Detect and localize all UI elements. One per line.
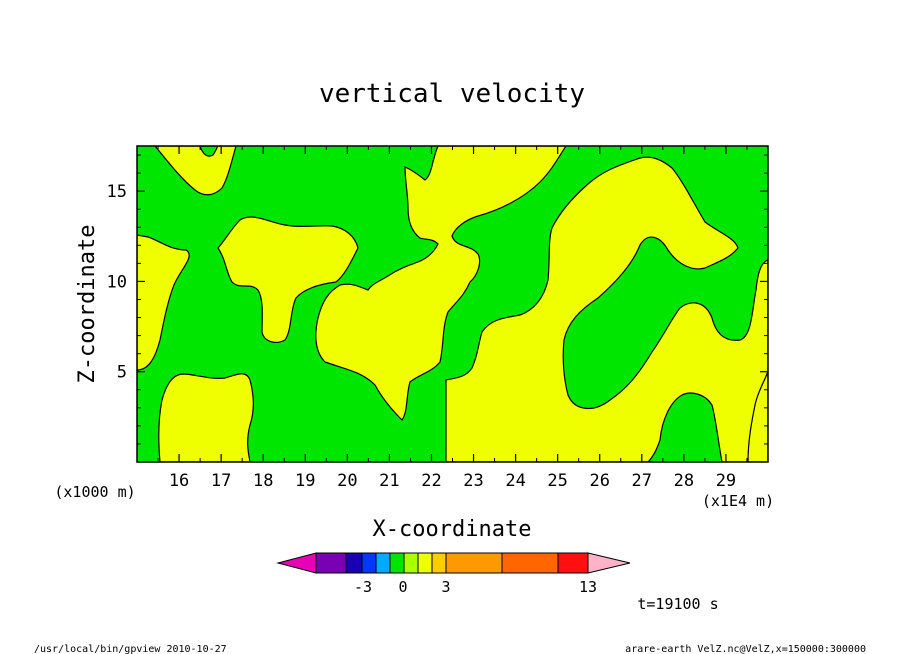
- plot-area: 16 17 18 19 20 21 22 23 24 25 26 27 28 29 5 10 15: [107, 145, 769, 491]
- x-tick-label-17: 17: [211, 471, 231, 491]
- colorbar-segment-3: [361, 552, 377, 574]
- colorbar-segment-6: [403, 552, 419, 574]
- chart-title: vertical velocity: [319, 79, 585, 109]
- axis-ticks: 16 17 18 19 20 21 22 23 24 25 26 27 28 29 5 10 15: [107, 146, 768, 491]
- x-tick-label-23: 23: [463, 471, 483, 491]
- x-tick-label-16: 16: [169, 471, 189, 491]
- colorbar: [276, 552, 631, 574]
- y-scale-note: (x1000 m): [54, 483, 135, 501]
- region-center: [315, 146, 567, 421]
- x-tick-label-21: 21: [379, 471, 399, 491]
- y-tick-label-15: 15: [107, 182, 127, 202]
- colorbar-segment-2: [345, 552, 363, 574]
- x-tick-label-22: 22: [421, 471, 441, 491]
- colorbar-segment-11: [557, 552, 589, 574]
- x-scale-note: (x1E4 m): [702, 492, 774, 510]
- colorbar-label-13: 13: [579, 578, 597, 596]
- y-tick-label-5: 5: [117, 363, 127, 383]
- colorbar-segment-1: [315, 552, 347, 574]
- colorbar-label-neg3: -3: [354, 578, 372, 596]
- footer-right: arare-earth_VelZ.nc@VelZ,x=150000:300000: [625, 644, 866, 654]
- region-right-large: [445, 156, 768, 462]
- x-axis-label: X-coordinate: [373, 517, 532, 542]
- x-tick-label-26: 26: [589, 471, 609, 491]
- x-tick-label-28: 28: [674, 471, 694, 491]
- colorbar-label-0: 0: [398, 578, 407, 596]
- positive-regions: [137, 146, 768, 462]
- colorbar-label-3: 3: [441, 578, 450, 596]
- colorbar-arrow-right: [587, 552, 631, 574]
- x-tick-label-29: 29: [716, 471, 736, 491]
- y-axis-label: Z-coordinate: [75, 225, 100, 384]
- region-left-middle: [137, 234, 190, 371]
- region-top-left-notch: [199, 146, 219, 157]
- colorbar-segment-10: [501, 552, 559, 574]
- x-tick-label-18: 18: [253, 471, 273, 491]
- x-tick-label-20: 20: [337, 471, 357, 491]
- colorbar-segment-7: [417, 552, 433, 574]
- colorbar-segment-5: [389, 552, 405, 574]
- x-tick-label-25: 25: [547, 471, 567, 491]
- region-left-bottom: [158, 373, 254, 462]
- region-top-left: [154, 146, 237, 196]
- colorbar-arrow-left: [276, 552, 317, 574]
- colorbar-segment-9: [445, 552, 503, 574]
- x-tick-label-24: 24: [505, 471, 525, 491]
- x-tick-label-19: 19: [295, 471, 315, 491]
- footer-left: /usr/local/bin/gpview 2010-10-27: [34, 644, 227, 654]
- time-annotation: t=19100 s: [637, 595, 718, 613]
- colorbar-segment-8: [431, 552, 447, 574]
- x-tick-label-27: 27: [632, 471, 652, 491]
- y-tick-label-10: 10: [107, 272, 127, 292]
- region-upper-center: [217, 216, 359, 343]
- colorbar-segment-4: [375, 552, 391, 574]
